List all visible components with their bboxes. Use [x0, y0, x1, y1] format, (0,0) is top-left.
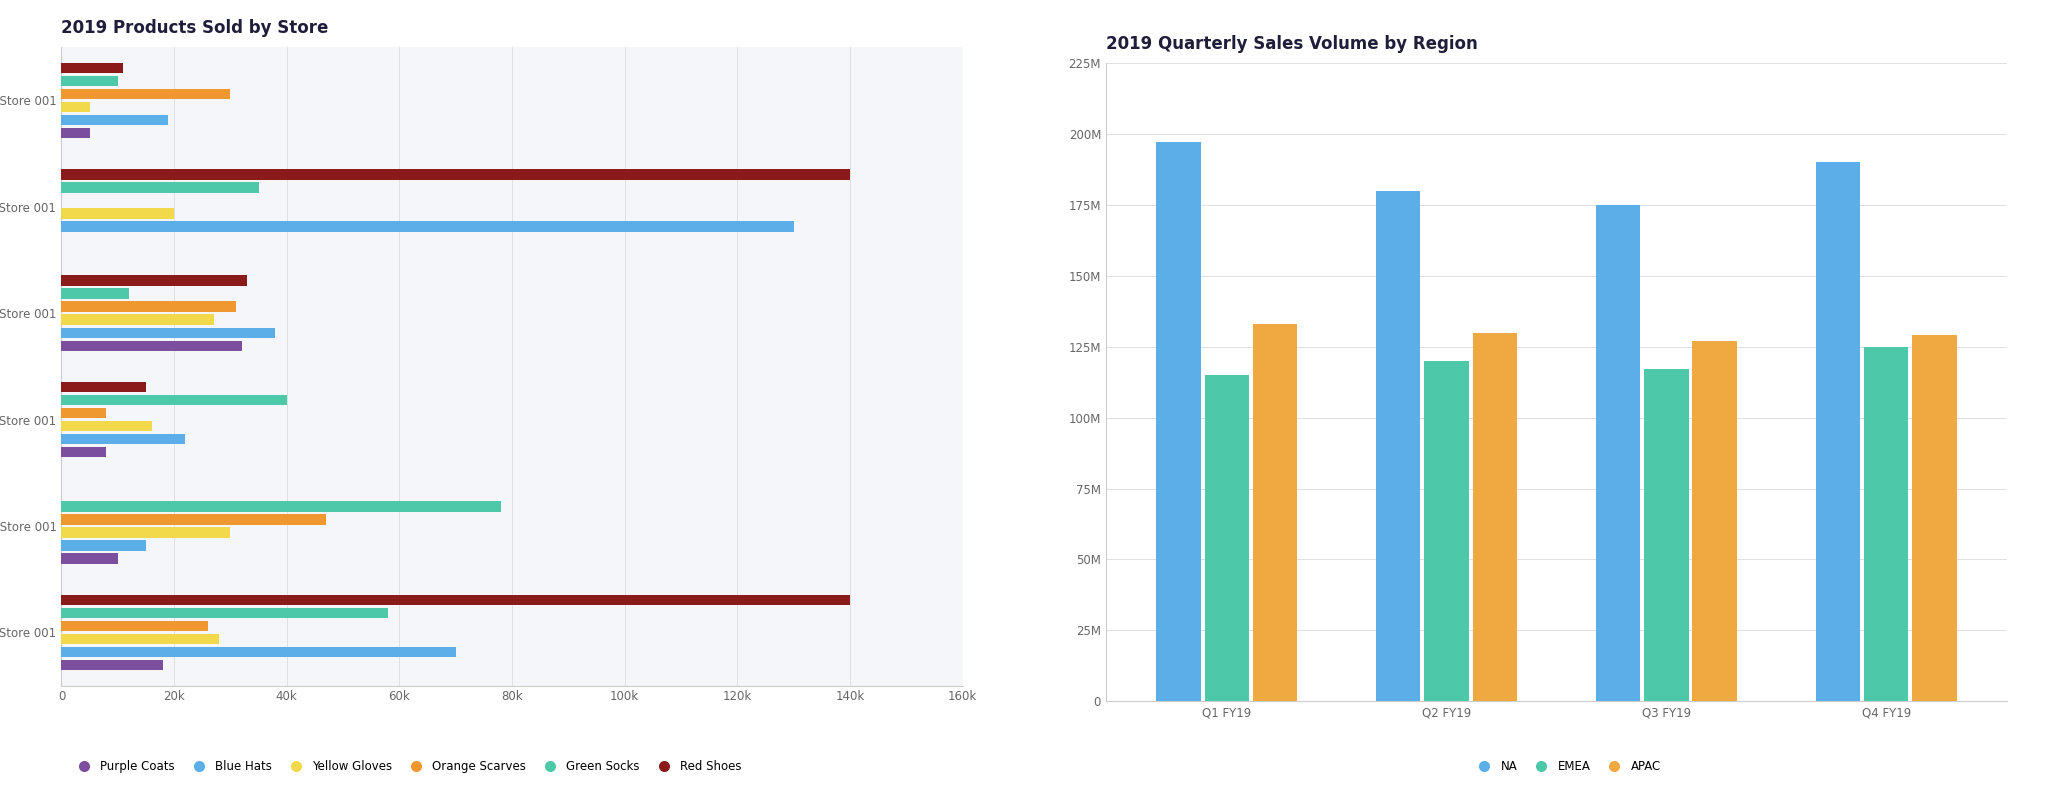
Bar [61, 89, 229, 99]
Bar [1204, 375, 1249, 701]
Bar [61, 328, 274, 338]
Bar [61, 340, 242, 351]
Bar [1817, 162, 1860, 701]
Bar [61, 221, 793, 232]
Bar [1692, 341, 1737, 701]
Bar [61, 647, 455, 657]
Bar [1376, 191, 1421, 701]
Bar [61, 608, 389, 618]
Bar [61, 621, 209, 631]
Legend: Purple Coats, Blue Hats, Yellow Gloves, Orange Scarves, Green Socks, Red Shoes: Purple Coats, Blue Hats, Yellow Gloves, … [68, 756, 745, 779]
Bar [61, 63, 123, 73]
Bar [61, 447, 106, 457]
Bar [61, 169, 850, 180]
Bar [1864, 347, 1909, 701]
Legend: NA, EMEA, APAC: NA, EMEA, APAC [1468, 756, 1665, 779]
Bar [61, 276, 248, 286]
Text: 2019 Quarterly Sales Volume by Region: 2019 Quarterly Sales Volume by Region [1106, 35, 1479, 53]
Text: 2019 Products Sold by Store: 2019 Products Sold by Store [61, 20, 330, 37]
Bar [1157, 143, 1200, 701]
Bar [61, 208, 174, 218]
Bar [61, 553, 117, 563]
Bar [61, 541, 145, 551]
Bar [61, 314, 213, 325]
Bar [61, 408, 106, 418]
Bar [1473, 333, 1518, 701]
Bar [61, 288, 129, 299]
Bar [61, 382, 145, 392]
Bar [61, 76, 117, 86]
Bar [61, 527, 229, 537]
Bar [1253, 324, 1296, 701]
Bar [1913, 336, 1956, 701]
Bar [61, 102, 90, 112]
Bar [1423, 361, 1468, 701]
Bar [61, 515, 326, 525]
Bar [61, 182, 258, 192]
Bar [61, 421, 152, 431]
Bar [61, 128, 90, 138]
Bar [61, 115, 168, 125]
Bar [61, 501, 500, 511]
Bar [61, 302, 236, 312]
Bar [61, 434, 184, 444]
Bar [61, 395, 287, 405]
Bar [61, 660, 162, 670]
Bar [1645, 370, 1690, 701]
Bar [61, 595, 850, 605]
Bar [61, 634, 219, 644]
Bar [1595, 205, 1640, 701]
